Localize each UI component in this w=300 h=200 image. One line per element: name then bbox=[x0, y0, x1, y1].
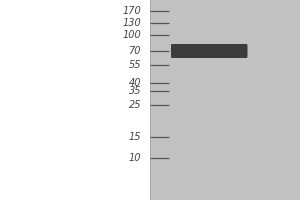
Bar bbox=[150, 0, 300, 200]
Text: 10: 10 bbox=[128, 153, 141, 163]
Text: 130: 130 bbox=[122, 18, 141, 28]
Text: 55: 55 bbox=[128, 60, 141, 70]
Text: 15: 15 bbox=[128, 132, 141, 142]
Text: 35: 35 bbox=[128, 86, 141, 96]
Text: 25: 25 bbox=[128, 100, 141, 110]
Text: 100: 100 bbox=[122, 30, 141, 40]
FancyBboxPatch shape bbox=[171, 44, 247, 58]
Text: 70: 70 bbox=[128, 46, 141, 56]
Text: 40: 40 bbox=[128, 78, 141, 88]
Text: 170: 170 bbox=[122, 6, 141, 16]
